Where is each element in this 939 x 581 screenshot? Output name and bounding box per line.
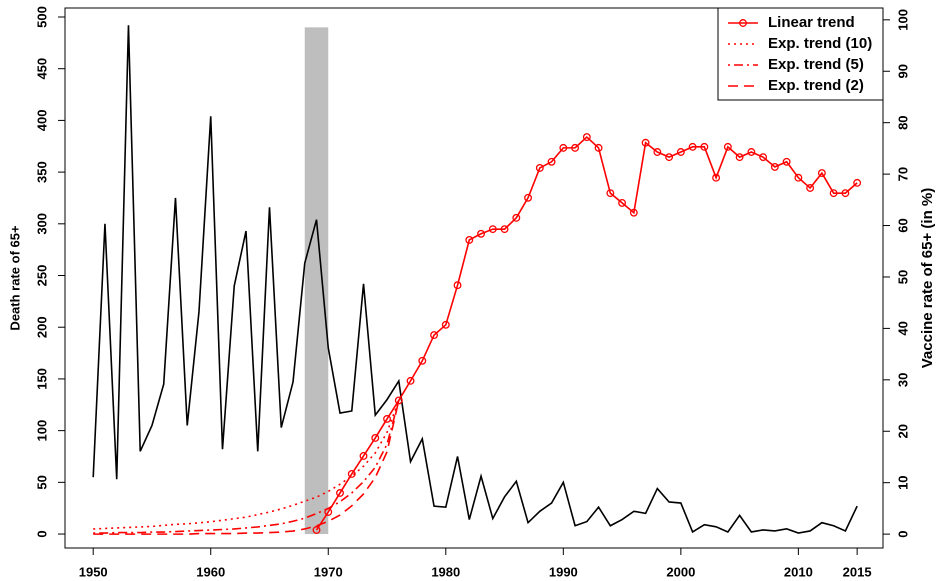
y-tick-label: 200	[34, 316, 49, 338]
x-tick-label: 1980	[431, 564, 460, 579]
series-point	[794, 173, 803, 182]
series-point	[782, 157, 791, 166]
legend-marker	[739, 19, 747, 27]
series-point	[512, 213, 521, 222]
x-tick-label: 1990	[549, 564, 578, 579]
y2-tick-label: 0	[895, 530, 910, 537]
series-point	[441, 320, 450, 329]
series-point	[371, 433, 380, 442]
series-point	[653, 148, 662, 156]
series-point	[665, 153, 674, 162]
y-tick-label: 300	[34, 213, 49, 235]
y2-tick-label: 80	[895, 115, 910, 129]
series-point	[853, 178, 862, 187]
legend-label: Exp. trend (10)	[768, 35, 872, 52]
series-point	[735, 153, 744, 162]
series-point	[641, 138, 650, 147]
series-point	[829, 189, 838, 198]
plot-frame	[64, 7, 884, 549]
series-point	[394, 396, 403, 405]
series-line	[92, 25, 858, 534]
series-point	[688, 142, 697, 151]
y-tick-label: 400	[34, 110, 49, 132]
y-tick-label: 500	[34, 6, 49, 28]
series-point	[817, 169, 826, 178]
x-tick-label: 1960	[196, 564, 225, 579]
series-point	[500, 225, 509, 234]
series-point	[406, 376, 415, 385]
x-tick-label: 2010	[784, 564, 813, 579]
series-point	[759, 153, 768, 162]
series-point	[383, 414, 391, 423]
series-point	[841, 189, 850, 198]
y-tick-label: 450	[34, 58, 49, 80]
series-point	[676, 148, 685, 156]
y2-tick-label: 100	[895, 9, 910, 31]
series-point	[477, 229, 486, 238]
series-point	[336, 489, 344, 497]
series-point	[465, 235, 474, 244]
x-tick-label: 2000	[666, 564, 695, 579]
series-point	[747, 148, 756, 156]
y-tick-label: 0	[34, 530, 49, 537]
y2-axis-title: Vaccine rate of 65+ (in %)	[919, 188, 936, 369]
series-point	[629, 208, 638, 217]
series-point	[359, 451, 368, 460]
shaded-region	[304, 27, 329, 535]
series-point	[582, 133, 591, 142]
legend-label: Linear trend	[768, 14, 855, 31]
series-point	[806, 184, 815, 192]
y-tick-label: 150	[34, 368, 49, 390]
x-tick-label: 1950	[79, 564, 108, 579]
series-point	[524, 193, 533, 202]
series-point	[312, 526, 321, 534]
series-point	[488, 225, 497, 234]
series-point	[559, 143, 568, 152]
y2-tick-label: 40	[895, 321, 910, 335]
series-point	[430, 331, 438, 340]
legend-label: Exp. trend (5)	[768, 56, 864, 73]
series-point	[700, 142, 709, 151]
y2-tick-label: 60	[895, 218, 910, 232]
y2-tick-label: 30	[895, 373, 910, 387]
series-point	[723, 142, 732, 151]
y-tick-label: 350	[34, 161, 49, 183]
series-line	[93, 400, 400, 534]
series-point	[453, 281, 462, 290]
y2-tick-label: 10	[895, 475, 910, 489]
series-point	[535, 163, 544, 172]
y-tick-label: 100	[34, 420, 49, 442]
x-tick-label: 2015	[843, 564, 872, 579]
series-point	[418, 356, 427, 365]
series-line	[93, 400, 400, 535]
series-point	[594, 143, 603, 152]
y2-tick-label: 90	[895, 64, 910, 78]
y2-tick-label: 70	[895, 167, 910, 181]
series-point	[571, 143, 580, 152]
series-point	[606, 189, 615, 198]
series-point	[712, 173, 721, 182]
legend-label: Exp. trend (2)	[768, 77, 864, 94]
y-tick-label: 50	[34, 475, 49, 489]
series-line	[315, 135, 858, 531]
x-tick-label: 1970	[314, 564, 343, 579]
series-point	[770, 162, 779, 171]
series-point	[618, 198, 627, 207]
y-axis-title: Death rate of 65+	[7, 225, 22, 331]
series-point	[547, 157, 556, 166]
y2-tick-label: 20	[895, 424, 910, 438]
y-tick-label: 250	[34, 265, 49, 287]
y2-tick-label: 50	[895, 270, 910, 284]
